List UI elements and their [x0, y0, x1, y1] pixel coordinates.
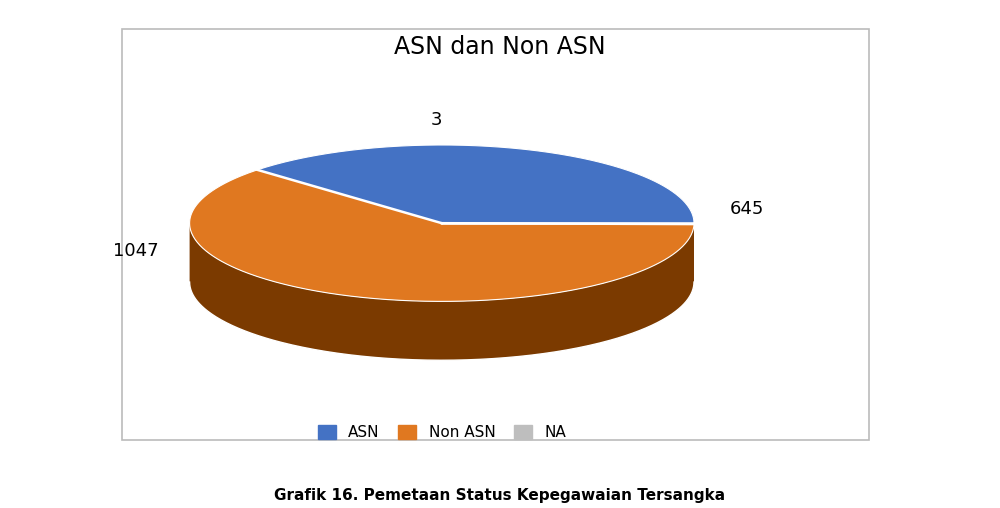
Legend: ASN, Non ASN, NA: ASN, Non ASN, NA — [312, 419, 572, 447]
Polygon shape — [442, 223, 694, 283]
Polygon shape — [190, 170, 694, 301]
Polygon shape — [442, 223, 694, 282]
FancyBboxPatch shape — [122, 28, 869, 440]
Polygon shape — [442, 223, 694, 224]
Polygon shape — [190, 224, 694, 360]
Text: 645: 645 — [730, 200, 765, 218]
Text: 3: 3 — [431, 111, 443, 129]
Polygon shape — [257, 145, 694, 223]
Text: ASN dan Non ASN: ASN dan Non ASN — [394, 35, 606, 59]
Polygon shape — [442, 223, 694, 283]
Text: Grafik 16. Pemetaan Status Kepegawaian Tersangka: Grafik 16. Pemetaan Status Kepegawaian T… — [274, 488, 726, 503]
Text: 1047: 1047 — [113, 242, 159, 260]
